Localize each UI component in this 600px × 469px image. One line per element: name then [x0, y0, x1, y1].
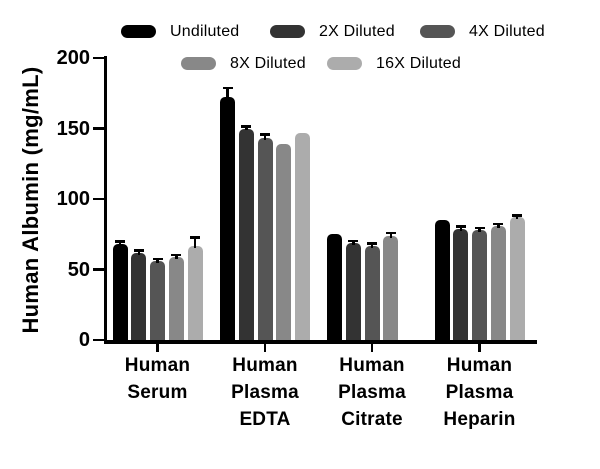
- bar-human-serum-4x-diluted: [150, 261, 165, 340]
- bar-human-plasma-heparin-16x-diluted: [509, 217, 525, 340]
- error-bar-cap-human-serum-4x-diluted: [152, 257, 163, 261]
- x-category-label-human-plasma-citrate: Human Plasma Citrate: [312, 352, 432, 433]
- x-category-line: Plasma: [338, 382, 406, 403]
- bar-human-plasma-heparin-4x-diluted: [472, 230, 487, 340]
- error-bar-stem-human-serum-undiluted: [118, 241, 122, 247]
- error-bar-cap-human-serum-undiluted: [115, 240, 125, 243]
- x-category-label-human-plasma-edta: Human Plasma EDTA: [205, 352, 325, 433]
- bar-human-serum-8x-diluted: [168, 256, 184, 340]
- error-bar-stem-human-serum-8x-diluted: [175, 254, 178, 259]
- bar-human-serum-2x-diluted: [131, 252, 147, 340]
- bar-human-plasma-citrate-4x-diluted: [364, 245, 380, 340]
- error-bar-cap-human-plasma-citrate-2x-diluted: [348, 239, 359, 243]
- y-tick: [93, 127, 104, 130]
- error-bar-cap-human-plasma-edta-4x-diluted: [260, 133, 270, 136]
- x-category-line: Heparin: [443, 409, 516, 430]
- error-bar-cap-human-plasma-citrate-8x-diluted: [385, 231, 396, 235]
- x-category-label-human-serum: Human Serum: [98, 352, 218, 406]
- error-bar-stem-human-plasma-heparin-2x-diluted: [459, 226, 462, 231]
- error-bar-cap-human-serum-8x-diluted: [171, 253, 182, 257]
- x-tick: [478, 344, 481, 352]
- y-tick-label: 100: [56, 188, 90, 210]
- error-bar-stem-human-plasma-heparin-4x-diluted: [478, 227, 481, 232]
- legend-swatch-2x-diluted: [270, 25, 305, 38]
- legend-label-8x-diluted: 8X Diluted: [230, 54, 306, 72]
- x-category-line: Human: [232, 355, 298, 376]
- error-bar-stem-human-plasma-citrate-4x-diluted: [370, 243, 374, 248]
- y-tick-label: 0: [78, 329, 90, 351]
- bar-human-plasma-edta-16x-diluted: [295, 132, 310, 340]
- bar-human-plasma-edta-4x-diluted: [257, 138, 273, 340]
- error-bar-stem-human-plasma-edta-2x-diluted: [245, 126, 248, 131]
- legend-swatch-undiluted: [121, 25, 156, 38]
- error-bar-cap-human-serum-16x-diluted: [190, 236, 200, 239]
- legend-label-undiluted: Undiluted: [170, 22, 240, 40]
- bar-human-plasma-citrate-2x-diluted: [345, 242, 361, 340]
- error-bar-cap-human-plasma-heparin-8x-diluted: [493, 222, 504, 226]
- x-category-line: Plasma: [231, 382, 299, 403]
- x-category-line: Serum: [127, 382, 188, 403]
- y-tick: [93, 338, 104, 342]
- x-category-label-human-plasma-heparin: Human Plasma Heparin: [420, 352, 540, 433]
- y-tick: [93, 56, 104, 60]
- x-tick: [370, 344, 374, 352]
- legend-label-2x-diluted: 2X Diluted: [319, 22, 395, 40]
- x-category-line: Human: [339, 355, 405, 376]
- y-tick: [93, 268, 104, 271]
- bar-human-plasma-heparin-undiluted: [434, 220, 450, 340]
- y-axis-spine: [104, 56, 107, 344]
- error-bar-stem-human-serum-4x-diluted: [156, 258, 159, 264]
- bar-human-serum-16x-diluted: [187, 245, 203, 340]
- bar-human-plasma-citrate-undiluted: [327, 234, 342, 340]
- legend-swatch-8x-diluted: [181, 57, 216, 70]
- error-bar-stem-human-plasma-edta-undiluted: [226, 87, 229, 100]
- legend-swatch-16x-diluted: [327, 57, 362, 70]
- bar-human-plasma-edta-undiluted: [220, 97, 235, 340]
- error-bar-stem-human-plasma-citrate-2x-diluted: [352, 240, 355, 245]
- error-bar-stem-human-plasma-citrate-8x-diluted: [389, 232, 392, 238]
- bar-human-plasma-heparin-2x-diluted: [453, 228, 469, 340]
- error-bar-stem-human-serum-16x-diluted: [193, 237, 197, 248]
- error-bar-cap-human-plasma-citrate-4x-diluted: [367, 242, 377, 245]
- error-bar-stem-human-plasma-edta-4x-diluted: [263, 134, 267, 141]
- x-category-line: Human: [124, 355, 191, 376]
- bar-human-serum-undiluted: [112, 244, 128, 340]
- bar-human-plasma-edta-2x-diluted: [238, 128, 254, 340]
- error-bar-cap-human-plasma-heparin-16x-diluted: [512, 214, 522, 217]
- error-bar-cap-human-plasma-heparin-2x-diluted: [455, 225, 466, 228]
- y-tick-label: 150: [56, 117, 90, 140]
- error-bar-stem-human-plasma-heparin-8x-diluted: [497, 223, 500, 228]
- x-category-line: Citrate: [341, 409, 403, 430]
- legend-label-4x-diluted: 4X Diluted: [469, 22, 545, 40]
- legend-swatch-4x-diluted: [420, 25, 455, 38]
- error-bar-cap-human-plasma-edta-undiluted: [222, 86, 233, 90]
- y-tick-label: 50: [67, 258, 90, 281]
- bar-human-plasma-citrate-8x-diluted: [383, 235, 399, 340]
- x-axis-line: [104, 340, 537, 344]
- error-bar-cap-human-plasma-edta-2x-diluted: [241, 125, 252, 128]
- error-bar-cap-human-serum-2x-diluted: [133, 249, 144, 252]
- y-tick: [93, 197, 104, 201]
- error-bar-stem-human-serum-2x-diluted: [137, 250, 140, 255]
- x-tick: [263, 344, 267, 352]
- bar-human-plasma-heparin-8x-diluted: [490, 225, 506, 340]
- y-tick-label: 200: [56, 47, 90, 69]
- legend-label-16x-diluted: 16X Diluted: [376, 54, 461, 72]
- x-category-line: EDTA: [239, 409, 291, 430]
- x-category-line: Human: [446, 355, 513, 376]
- error-bar-stem-human-plasma-heparin-16x-diluted: [515, 215, 519, 220]
- bar-human-plasma-edta-8x-diluted: [276, 144, 292, 340]
- x-tick: [156, 344, 159, 352]
- x-category-line: Plasma: [445, 382, 514, 403]
- error-bar-cap-human-plasma-heparin-4x-diluted: [474, 226, 485, 230]
